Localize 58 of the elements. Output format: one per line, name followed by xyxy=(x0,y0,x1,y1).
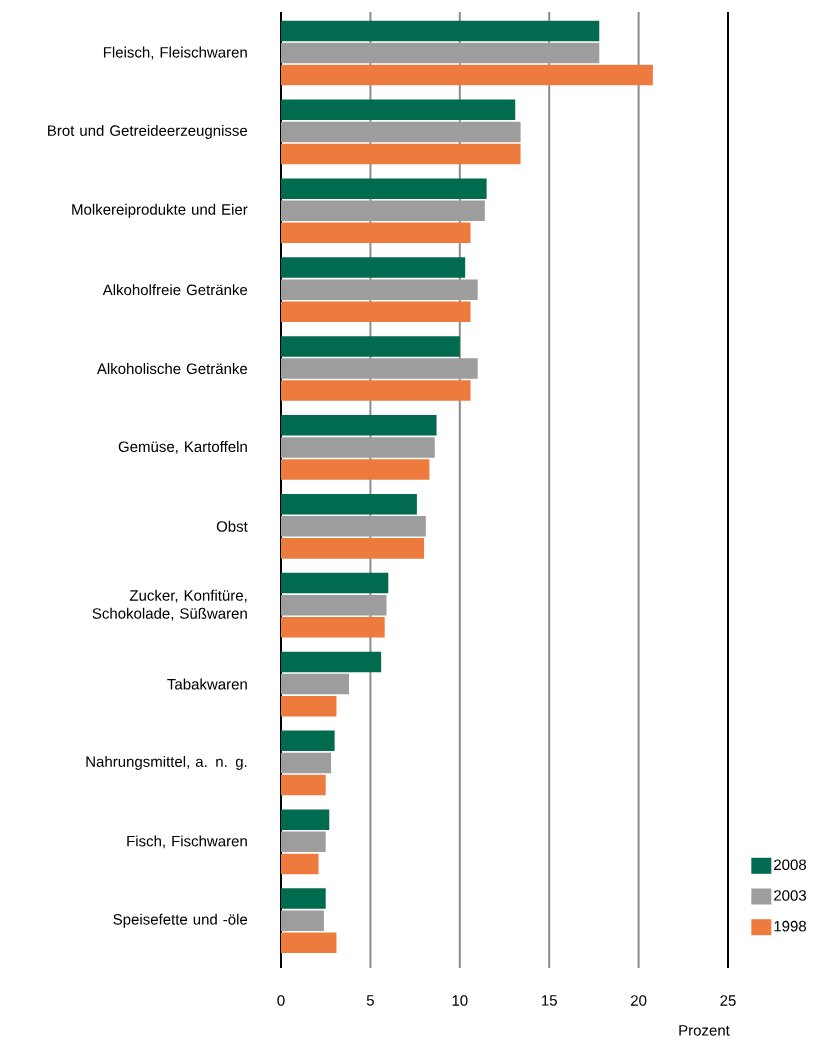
bar xyxy=(281,437,435,458)
y-tick-label: Molkereiprodukte und Eier xyxy=(72,203,248,218)
bar xyxy=(281,222,471,244)
bar xyxy=(281,594,387,616)
bar xyxy=(281,200,485,222)
bar xyxy=(281,774,326,796)
y-tick-label: Tabakwaren xyxy=(167,678,247,690)
bar xyxy=(281,301,471,322)
y-tick-label: Fisch, Fischwaren xyxy=(127,835,247,849)
x-tick-label: 15 xyxy=(542,995,557,1006)
bar xyxy=(281,20,600,42)
bar xyxy=(281,42,600,64)
bar xyxy=(281,617,385,638)
x-tick-label: 25 xyxy=(720,995,736,1006)
bar xyxy=(281,651,382,673)
y-tick-label: Zucker, Konfitüre, Schokolade, Süßwaren xyxy=(92,589,247,621)
y-tick-label: Brot und Getreideerzeugnisse xyxy=(48,124,248,139)
bar xyxy=(281,279,478,300)
bar xyxy=(281,809,330,830)
y-tick-label: Obst xyxy=(216,520,248,532)
legend-label: 2008 xyxy=(774,859,807,871)
x-tick-label: 5 xyxy=(366,995,374,1006)
y-tick-label: Speisefette und -öle xyxy=(113,913,248,928)
bar xyxy=(281,99,516,121)
bar xyxy=(281,910,324,931)
bar xyxy=(281,178,487,199)
y-tick-label: Gemüse, Kartoffeln xyxy=(118,441,247,454)
bar xyxy=(281,143,521,165)
y-tick-label: Fleisch, Fleischwaren xyxy=(103,46,247,60)
bar xyxy=(281,459,430,480)
bar xyxy=(281,415,437,436)
x-tick-label: 20 xyxy=(631,995,647,1006)
bar xyxy=(281,888,326,909)
y-tick-label: Nahrungsmittel, a. n. g. xyxy=(86,755,247,770)
legend-label: 1998 xyxy=(774,920,807,932)
x-axis-title: Prozent xyxy=(679,1025,730,1036)
bar xyxy=(281,752,332,774)
x-tick-label: 10 xyxy=(452,995,468,1006)
bar xyxy=(281,493,417,515)
bar xyxy=(281,673,349,695)
y-tick-label: Alkoholfreie Getränke xyxy=(102,284,248,296)
bar xyxy=(281,516,426,537)
bar xyxy=(281,64,653,86)
bar xyxy=(281,695,337,717)
bar xyxy=(281,932,337,954)
bar xyxy=(281,538,425,559)
bar xyxy=(281,831,326,853)
bar xyxy=(281,572,389,594)
legend-label: 2003 xyxy=(774,890,807,901)
bar xyxy=(281,853,319,875)
bar xyxy=(281,336,460,357)
bar xyxy=(281,257,466,278)
bar xyxy=(281,380,471,401)
bar xyxy=(281,358,478,379)
y-tick-label: Alkoholische Getränke xyxy=(96,363,248,375)
bar xyxy=(281,121,521,143)
x-tick-label: 0 xyxy=(277,995,285,1006)
bar xyxy=(281,730,335,752)
